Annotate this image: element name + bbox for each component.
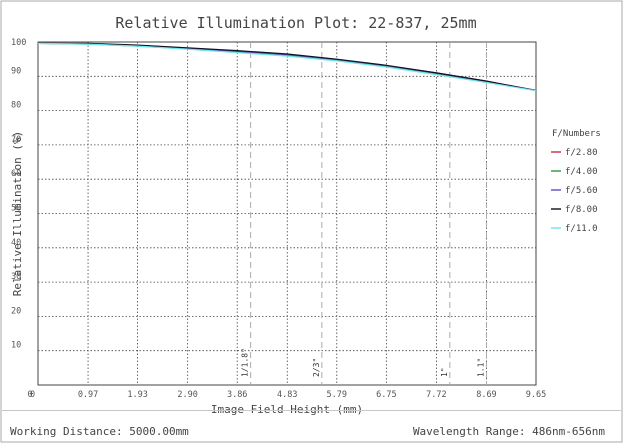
x-tick-label: 7.72 [426, 390, 446, 400]
legend-entry: f/4.00 [565, 167, 598, 177]
x-tick-label: 9.65 [526, 390, 546, 400]
legend-entry: f/2.80 [565, 148, 598, 158]
x-tick-label: 2.90 [177, 390, 197, 400]
sensor-marker-label: 1/1.8" [241, 348, 250, 377]
series-line-f110 [37, 42, 537, 92]
chart-title: Relative Illumination Plot: 22-837, 25mm [115, 14, 476, 32]
footer-divider [2, 410, 621, 411]
series-line-f800 [38, 42, 537, 92]
y-tick-label: 70 [11, 135, 21, 145]
legend: F/Numbers f/2.80 f/4.00 f/5.60 f/8.00 f/11.0 [551, 129, 601, 234]
y-tick-label: 30 [11, 272, 21, 282]
x-axis-label: Image Field Height (mm) [211, 403, 363, 416]
x-tick-label: 0 [27, 390, 32, 400]
y-tick-label: 40 [11, 238, 21, 248]
x-tick-label: 1.93 [127, 390, 147, 400]
legend-title: F/Numbers [552, 129, 601, 139]
y-tick-label: 90 [11, 66, 21, 76]
y-tick-label: 10 [11, 341, 21, 351]
x-tick-label: 8.69 [476, 390, 496, 400]
y-tick-label: 0 [30, 390, 35, 400]
y-tick-label: 20 [11, 306, 21, 316]
y-axis-label: Relative Illumination (%) [11, 131, 24, 297]
wavelength-range-label: Wavelength Range: 486nm-656nm [412, 425, 605, 438]
working-distance-label: Working Distance: 5000.00mm [10, 425, 189, 438]
x-tick-label: 4.83 [277, 390, 297, 400]
x-tick-label: 6.75 [376, 390, 396, 400]
y-tick-label: 100 [11, 38, 26, 48]
sensor-marker-label: 2/3" [312, 358, 321, 377]
y-tick-label: 60 [11, 169, 21, 179]
legend-entry: f/5.60 [565, 186, 598, 196]
y-tick-label: 80 [11, 101, 21, 111]
legend-entry: f/8.00 [565, 205, 598, 215]
sensor-marker-label: 1.1" [476, 358, 485, 377]
plot-area: 0 0.97 1.93 2.90 3.86 4.83 5.79 6.75 7.72 8.69 9.6… [11, 38, 546, 416]
y-tick-label: 50 [11, 204, 21, 214]
x-tick-label: 5.79 [327, 390, 347, 400]
x-tick-label: 0.97 [78, 390, 98, 400]
legend-entry: f/11.0 [565, 224, 598, 234]
x-tick-label: 3.86 [227, 390, 247, 400]
sensor-marker-label: 1" [440, 367, 449, 377]
